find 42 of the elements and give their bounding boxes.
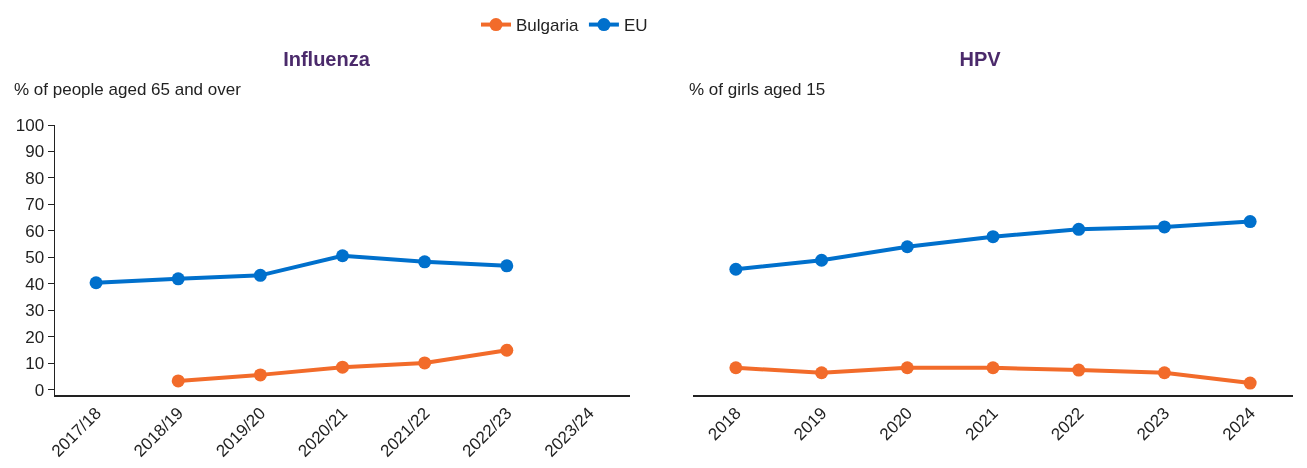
point	[171, 272, 185, 286]
point	[418, 255, 432, 269]
chart-title: Influenza	[283, 47, 371, 70]
y-tick-label: 30	[25, 301, 45, 321]
y-tick-label: 60	[25, 221, 45, 241]
point	[1157, 366, 1171, 380]
point	[89, 276, 103, 290]
legend-label: EU	[623, 16, 648, 36]
point	[1072, 363, 1086, 377]
point	[986, 230, 1000, 244]
point	[336, 360, 349, 374]
point	[900, 240, 914, 254]
y-tick-label: 90	[25, 142, 45, 162]
point	[729, 262, 743, 276]
point	[1243, 376, 1257, 390]
point	[900, 361, 914, 375]
point	[815, 253, 829, 267]
y-tick-label: 40	[25, 274, 45, 294]
point	[418, 356, 432, 370]
point	[171, 374, 185, 388]
point	[1243, 215, 1257, 229]
y-axis-title: % of girls aged 15	[689, 80, 826, 99]
point	[1157, 220, 1171, 234]
y-tick-label: 0	[34, 380, 45, 400]
y-tick-label: 80	[25, 168, 45, 188]
y-axis-title: % of people aged 65 and over	[14, 80, 242, 99]
point	[729, 361, 743, 375]
legend-label: Bulgaria	[516, 16, 579, 36]
point	[815, 366, 829, 380]
point	[1072, 222, 1086, 236]
point	[986, 361, 1000, 375]
y-tick-label: 100	[15, 115, 45, 135]
y-tick-label: 70	[25, 195, 45, 215]
point	[253, 268, 267, 282]
y-tick-label: 20	[25, 327, 45, 347]
point	[336, 249, 349, 263]
y-tick-label: 50	[25, 248, 45, 268]
point	[500, 259, 514, 273]
point	[253, 368, 267, 382]
chart-title: HPV	[959, 47, 1002, 70]
point	[500, 343, 514, 357]
y-tick-label: 10	[25, 354, 45, 374]
